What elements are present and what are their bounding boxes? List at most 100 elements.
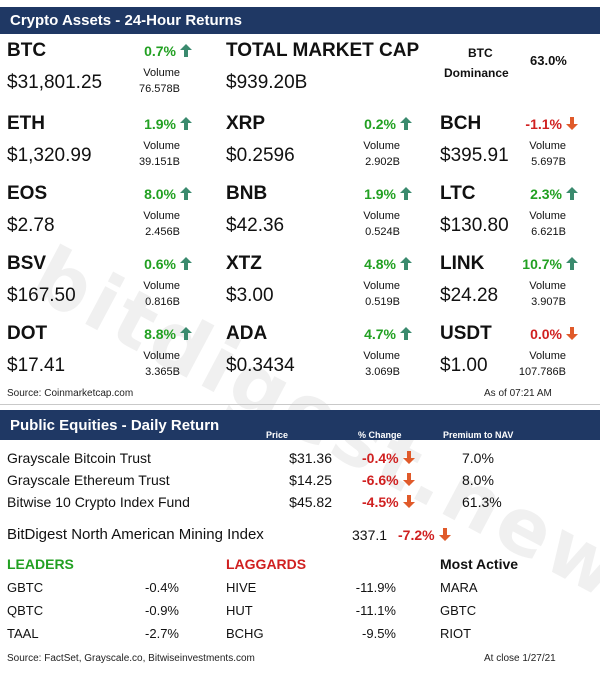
crypto-header: Crypto Assets - 24-Hour Returns [0,7,600,34]
crypto-price: $3.00 [226,285,274,306]
crypto-change: 10.7% [522,256,578,272]
crypto-change-text: 0.2% [364,116,396,132]
crypto-symbol: BTC [7,40,47,61]
equity-change: -0.4% [362,450,415,466]
crypto-symbol: ETH [7,113,45,134]
crypto-volume-label: Volume [363,280,400,292]
crypto-change: 0.6% [144,256,192,272]
market-cap-value: $939.20B [226,72,308,93]
most-active-ticker: RIOT [440,626,472,641]
equity-change-text: -6.6% [362,472,399,488]
crypto-volume-value: 2.902B [365,156,400,168]
crypto-change-text: 4.7% [364,326,396,342]
arrow-up-icon [180,44,192,57]
laggard-ticker: BCHG [226,626,264,641]
dominance-label-1: BTC [468,46,493,60]
crypto-volume-label: Volume [363,350,400,362]
crypto-change: 2.3% [530,186,578,202]
crypto-price: $1.00 [440,355,488,376]
equity-price: $14.25 [289,472,332,488]
crypto-price: $31,801.25 [7,72,103,93]
mining-index-change-text: -7.2% [398,527,435,543]
equities-header-title: Public Equities - Daily Return [10,417,220,434]
arrow-up-icon [400,117,412,130]
most-active-ticker: GBTC [440,603,477,618]
crypto-volume-value: 3.365B [145,366,180,378]
crypto-change-text: 0.6% [144,256,176,272]
crypto-price: $0.3434 [226,355,295,376]
crypto-volume-value: 0.816B [145,296,180,308]
leader-change: -0.9% [145,603,179,618]
crypto-price: $24.28 [440,285,499,306]
crypto-volume-label: Volume [143,280,180,292]
dominance-value: 63.0% [530,53,567,68]
crypto-symbol: USDT [440,323,492,344]
crypto-change: 0.0% [530,326,578,342]
crypto-header-title: Crypto Assets - 24-Hour Returns [10,12,242,29]
crypto-volume-value: 76.578B [139,83,180,95]
arrow-up-icon [400,327,412,340]
crypto-change-text: 8.0% [144,186,176,202]
laggard-change: -11.1% [355,603,396,618]
equity-change-text: -4.5% [362,494,399,510]
dominance-label-2: Dominance [444,66,509,80]
crypto-volume-label: Volume [529,350,566,362]
mining-index-change: -7.2% [398,527,451,543]
crypto-volume-value: 3.069B [365,366,400,378]
laggards-title: LAGGARDS [226,556,307,572]
crypto-symbol: LINK [440,253,485,274]
crypto-symbol: EOS [7,183,48,204]
crypto-change-text: 0.0% [530,326,562,342]
arrow-up-icon [180,117,192,130]
crypto-price: $167.50 [7,285,76,306]
arrow-down-icon [566,117,578,130]
col-price-header: Price [266,430,289,440]
crypto-symbol: XTZ [226,253,262,274]
crypto-price: $1,320.99 [7,145,92,166]
equity-premium: 8.0% [462,472,494,488]
arrow-up-icon [400,257,412,270]
crypto-source: Source: Coinmarketcap.com [7,388,134,399]
crypto-change-text: 4.8% [364,256,396,272]
most-active-ticker: MARA [440,580,478,595]
leader-ticker: GBTC [7,580,44,595]
laggard-change: -11.9% [355,580,396,595]
crypto-price: $17.41 [7,355,66,376]
crypto-volume-value: 5.697B [531,156,566,168]
arrow-down-icon [402,473,415,486]
laggard-ticker: HUT [226,603,253,618]
section-divider [0,404,600,405]
crypto-symbol: BCH [440,113,482,134]
crypto-price: $395.91 [440,145,509,166]
crypto-change: 0.2% [364,116,412,132]
crypto-change-text: 1.9% [144,116,176,132]
crypto-change-text: 0.7% [144,43,176,59]
crypto-volume-value: 0.524B [365,226,400,238]
crypto-as-of: As of 07:21 AM [484,388,552,399]
arrow-down-icon [566,327,578,340]
crypto-volume-value: 0.519B [365,296,400,308]
crypto-volume-label: Volume [363,140,400,152]
crypto-change: 4.8% [364,256,412,272]
crypto-volume-label: Volume [143,140,180,152]
col-change-header: % Change [358,430,402,440]
crypto-price: $42.36 [226,215,285,236]
equity-change: -4.5% [362,494,415,510]
crypto-change-text: 2.3% [530,186,562,202]
crypto-volume-value: 107.786B [518,366,566,378]
equity-price: $45.82 [289,494,332,510]
leader-ticker: TAAL [7,626,39,641]
equity-name: Grayscale Ethereum Trust [7,472,170,488]
equity-name: Bitwise 10 Crypto Index Fund [7,494,190,510]
crypto-volume-label: Volume [143,350,180,362]
leaders-title: LEADERS [7,556,74,572]
crypto-change-text: 8.8% [144,326,176,342]
arrow-up-icon [180,257,192,270]
crypto-change: 8.8% [144,326,192,342]
crypto-change: 4.7% [364,326,412,342]
crypto-price: $0.2596 [226,145,295,166]
equity-premium: 7.0% [462,450,494,466]
equities-header: Public Equities - Daily Return Price % C… [0,410,600,440]
crypto-symbol: DOT [7,323,48,344]
crypto-change-text: 1.9% [364,186,396,202]
